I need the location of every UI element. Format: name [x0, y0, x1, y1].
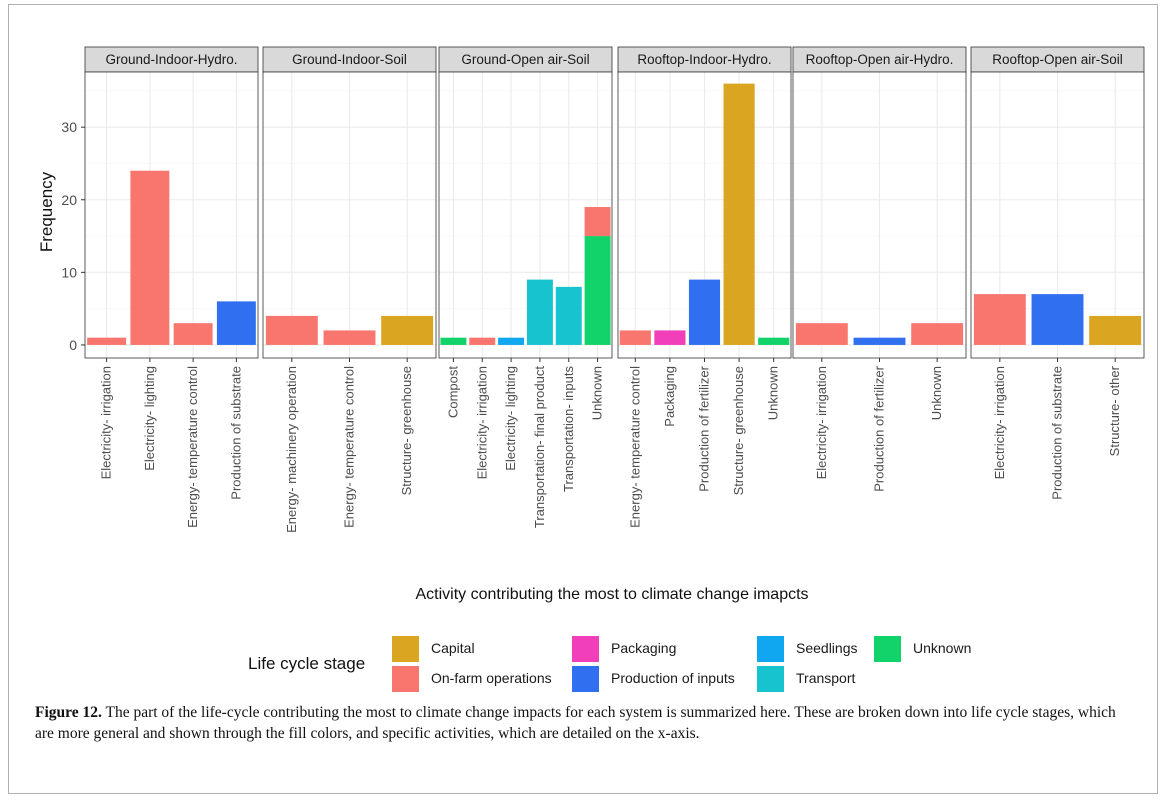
- bar-facet-3-6: [584, 236, 611, 345]
- facet-4-x-tick-label: Packaging: [662, 366, 677, 427]
- y-axis-title: Frequency: [37, 171, 56, 252]
- facet-1-x-tick-label: Energy- temperature control: [185, 366, 200, 528]
- caption-label: Figure 12.: [35, 704, 102, 721]
- facet-2-strip: [262, 46, 437, 73]
- bar-facet-5-1: [795, 323, 848, 345]
- facet-5-x-tick-label: Electricity- irrigation: [814, 366, 829, 479]
- bar-facet-4-2: [654, 330, 686, 345]
- bar-facet-2-1: [265, 315, 318, 345]
- facet-1-x-tick-label: Electricity- lighting: [142, 366, 157, 471]
- facet-5-title: Rooftop-Open air-Hydro.: [806, 52, 954, 67]
- bar-facet-1-2: [130, 170, 170, 345]
- bar-facet-4-1: [619, 330, 651, 345]
- y-tick-label: 20: [61, 192, 77, 208]
- legend-swatch: [757, 636, 784, 662]
- facet-3-strip: [438, 46, 613, 73]
- bar-facet-3-2: [469, 337, 496, 345]
- legend-swatch: [757, 666, 784, 692]
- legend-swatch: [572, 666, 599, 692]
- bar-facet-6-3: [1089, 315, 1142, 345]
- facet-4-panel-border: [617, 71, 792, 359]
- legend-label: Seedlings: [796, 640, 858, 656]
- facet-4-x-tick-label: Unknown: [766, 366, 781, 420]
- facet-2-x-tick-label: Energy- machinery operation: [284, 366, 299, 533]
- facet-5-x-tick-label: Unknown: [929, 366, 944, 420]
- bar-facet-3-1: [440, 337, 467, 345]
- facet-3-x-tick-label: Transportation- final product: [532, 366, 547, 528]
- legend-label: Unknown: [913, 640, 971, 656]
- facet-2-title: Ground-Indoor-Soil: [292, 52, 407, 67]
- bar-facet-3-3: [498, 337, 525, 345]
- legend-label: Packaging: [611, 640, 676, 656]
- facet-3-x-tick-label: Electricity- lighting: [503, 366, 518, 471]
- bar-facet-5-3: [911, 323, 964, 345]
- facet-1-x-tick-label: Electricity- irrigation: [99, 366, 114, 479]
- facet-6-x-tick-label: Structure- other: [1107, 365, 1122, 456]
- facet-6-x-tick-label: Production of substrate: [1050, 366, 1065, 500]
- bar-facet-6-1: [973, 294, 1026, 345]
- y-tick-label: 10: [61, 264, 77, 280]
- facet-5-strip: [792, 46, 967, 73]
- facet-5-x-tick-label: Production of fertilizer: [872, 365, 887, 491]
- facet-1-panel-border: [84, 71, 259, 359]
- bar-facet-1-3: [173, 323, 213, 345]
- facet-3-panel-border: [438, 71, 613, 359]
- bar-facet-2-2: [323, 330, 376, 345]
- bar-facet-3-4: [526, 279, 553, 345]
- facet-2-panel-border: [262, 71, 437, 359]
- bar-facet-5-2: [853, 337, 906, 345]
- facet-3-title: Ground-Open air-Soil: [461, 52, 589, 67]
- legend-swatch: [874, 636, 901, 662]
- facet-6-panel-border: [970, 71, 1145, 359]
- facet-3-panel: [439, 72, 612, 358]
- faceted-bar-chart: Ground-Indoor-Hydro. Electricity- irrigat…: [37, 46, 1145, 692]
- figure-caption: Figure 12. The part of the life-cycle co…: [35, 702, 1135, 744]
- bar-facet-1-1: [87, 337, 127, 345]
- facet-4-x-tick-label: Structure- greenhouse: [731, 366, 746, 495]
- legend-label: Capital: [431, 640, 475, 656]
- facet-4-strip: [617, 46, 792, 73]
- facet-2-x-tick-label: Energy- temperature control: [342, 366, 357, 528]
- facet-2-x-tick-label: Structure- greenhouse: [399, 366, 414, 495]
- facet-3-x-tick-label: Electricity- irrigation: [474, 366, 489, 479]
- facet-5-panel-border: [792, 71, 967, 359]
- legend-swatch: [572, 636, 599, 662]
- bar-facet-2-3: [381, 315, 434, 345]
- facet-4-x-tick-label: Production of fertilizer: [697, 365, 712, 491]
- bar-facet-3-6: [584, 207, 611, 237]
- bar-facet-1-4: [216, 301, 256, 345]
- facet-3-x-tick-label: Transportation- inputs: [561, 366, 576, 492]
- bar-facet-6-2: [1031, 294, 1084, 345]
- legend-label: On-farm operations: [431, 670, 552, 686]
- facet-3-x-tick-label: Unknown: [590, 366, 605, 420]
- facet-6-title: Rooftop-Open air-Soil: [992, 52, 1123, 67]
- facet-4-title: Rooftop-Indoor-Hydro.: [637, 52, 771, 67]
- y-tick-label: 30: [61, 119, 77, 135]
- facet-3-x-tick-label: Compost: [445, 366, 460, 418]
- facet-1-strip: [84, 46, 259, 73]
- facet-1-x-tick-label: Production of substrate: [228, 366, 243, 500]
- legend-label: Transport: [796, 670, 856, 686]
- facet-1-title: Ground-Indoor-Hydro.: [105, 52, 237, 67]
- bar-facet-4-5: [758, 337, 790, 345]
- bar-facet-4-3: [688, 279, 721, 345]
- bar-facet-4-4: [723, 83, 755, 345]
- legend-swatch: [392, 666, 419, 692]
- y-tick-label: 0: [69, 337, 77, 353]
- caption-text: The part of the life-cycle contributing …: [35, 704, 1116, 742]
- legend-title: Life cycle stage: [248, 654, 365, 673]
- legend-label: Production of inputs: [611, 670, 735, 686]
- bar-facet-3-5: [555, 286, 582, 345]
- x-axis-title: Activity contributing the most to climat…: [415, 586, 808, 603]
- legend-swatch: [392, 636, 419, 662]
- facet-4-x-tick-label: Energy- temperature control: [627, 366, 642, 528]
- facet-6-x-tick-label: Electricity- irrigation: [992, 366, 1007, 479]
